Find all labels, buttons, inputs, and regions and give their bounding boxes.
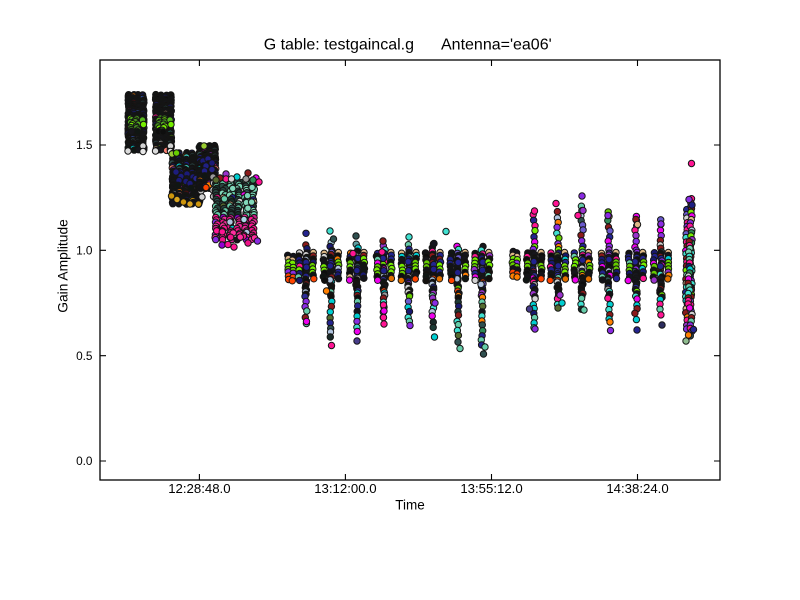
- svg-text:G table: testgaincal.g: G table: testgaincal.g: [264, 37, 414, 54]
- svg-text:13:12:00.0: 13:12:00.0: [314, 481, 376, 496]
- svg-text:Time: Time: [395, 498, 425, 513]
- svg-text:1.5: 1.5: [76, 138, 93, 152]
- svg-text:Gain Amplitude: Gain Amplitude: [56, 219, 71, 313]
- svg-text:Antenna='ea06': Antenna='ea06': [441, 37, 552, 54]
- svg-text:0.5: 0.5: [76, 349, 93, 363]
- svg-text:1.0: 1.0: [76, 244, 93, 258]
- svg-text:0.0: 0.0: [76, 454, 93, 468]
- svg-text:14:38:24.0: 14:38:24.0: [606, 481, 668, 496]
- svg-text:13:55:12.0: 13:55:12.0: [460, 481, 522, 496]
- svg-text:12:28:48.0: 12:28:48.0: [168, 481, 230, 496]
